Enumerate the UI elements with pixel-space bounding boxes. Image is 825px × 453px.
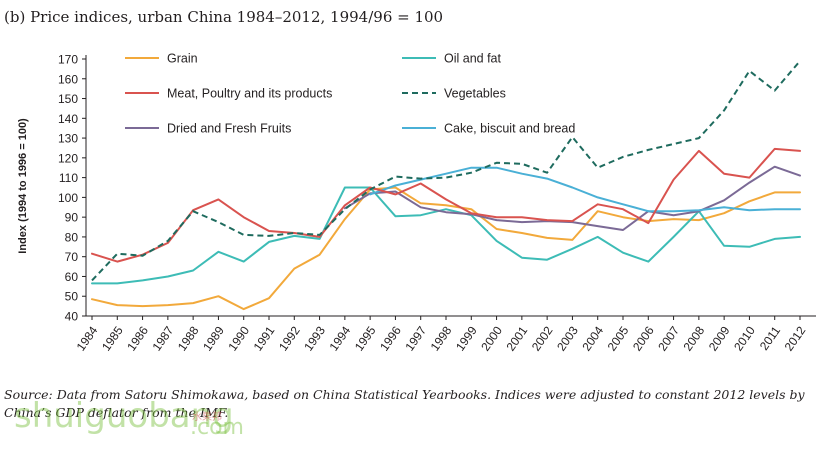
y-tick-label: 90 (65, 211, 79, 225)
series-line-grain (91, 186, 801, 311)
y-tick-label: 70 (65, 250, 79, 264)
y-tick-label: 150 (58, 92, 78, 106)
y-tick-label: 170 (58, 53, 78, 67)
line-chart: 40 50 60 70 80 90 100 110 120 130 140 150 160 170 198… (17, 52, 816, 354)
x-tick-label: 2001 (504, 323, 531, 353)
y-tick-label: 40 (65, 310, 79, 324)
x-tick-label: 1989 (200, 323, 227, 353)
x-tick-label: 1995 (352, 323, 379, 353)
x-tick-label: 1986 (124, 323, 151, 353)
series-line-meat-poultry-and-its-products (91, 147, 801, 263)
x-tick-label: 2004 (579, 323, 606, 353)
y-tick-label: 140 (58, 112, 78, 126)
x-tick-label: 2007 (655, 323, 682, 353)
x-tick-label: 2002 (529, 323, 556, 353)
x-tick-label: 2012 (782, 323, 809, 353)
x-tick-label: 2005 (605, 323, 632, 353)
x-tick-label: 1988 (175, 323, 202, 353)
x-tick-label: 1985 (99, 323, 126, 353)
legend-label: Grain (167, 52, 198, 66)
x-tick-label: 1998 (428, 323, 455, 353)
x-tick-label: 1991 (251, 323, 278, 353)
legend-label: Oil and fat (444, 52, 502, 66)
x-tick-label: 2010 (731, 323, 758, 353)
x-tick-label: 1997 (402, 323, 429, 353)
y-tick-label: 120 (58, 151, 78, 165)
x-axis: 1984198519861987198819891990199119921993… (74, 315, 816, 354)
x-tick-label: 1987 (150, 323, 177, 353)
x-tick-label: 1996 (377, 323, 404, 353)
y-tick-label: 110 (59, 171, 78, 185)
y-tick-label: 60 (65, 270, 79, 284)
legend-label: Meat, Poultry and its products (167, 87, 332, 101)
y-tick-label: 160 (58, 72, 78, 86)
series-line-cake-biscuit-and-bread (369, 166, 801, 213)
x-tick-label: 1992 (276, 323, 303, 353)
x-tick-label: 2000 (478, 323, 505, 353)
legend-label: Cake, biscuit and bread (444, 122, 575, 136)
x-tick-label: 2008 (681, 323, 708, 353)
x-tick-label: 2003 (554, 323, 581, 353)
x-tick-label: 1994 (327, 323, 354, 353)
legend: Grain Oil and fat Meat, Poultry and its pr… (125, 52, 575, 136)
x-tick-label: 1990 (225, 323, 252, 353)
source-note: Source: Data from Satoru Shimokawa, base… (4, 387, 805, 420)
x-tick-label: 1999 (453, 323, 480, 353)
series-line-oil-and-fat (91, 186, 801, 285)
y-axis: 40 50 60 70 80 90 100 110 120 130 140 150 160 170 (58, 53, 87, 324)
x-tick-label: 2011 (757, 323, 783, 352)
x-tick-label: 1984 (74, 323, 101, 353)
x-tick-label: 2006 (630, 323, 657, 353)
legend-label: Dried and Fresh Fruits (167, 122, 291, 136)
y-tick-label: 80 (65, 230, 79, 244)
y-tick-label: 130 (58, 132, 78, 146)
y-tick-label: 100 (58, 191, 78, 205)
x-tick-label: 1993 (301, 323, 328, 353)
series-layer (91, 60, 801, 311)
y-tick-label: 50 (65, 290, 79, 304)
x-tick-label: 2009 (706, 323, 733, 353)
y-axis-label: Index (1994 to 1996 = 100) (17, 118, 29, 254)
legend-label: Vegetables (444, 87, 506, 101)
chart-title: (b) Price indices, urban China 1984–2012… (4, 8, 444, 26)
